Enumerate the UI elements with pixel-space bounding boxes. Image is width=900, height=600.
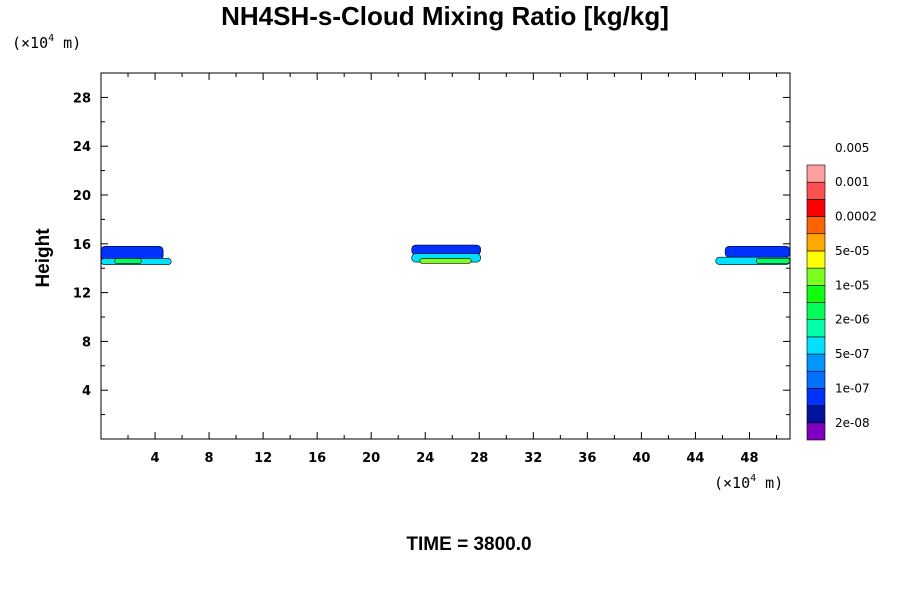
x-tick-label: 36	[578, 451, 596, 466]
y-axis: 4 8 12 16 20 24 28	[73, 91, 790, 416]
x-tick-label: 24	[416, 451, 434, 466]
x-tick-label: 48	[740, 451, 758, 466]
colorbar-swatch	[806, 353, 826, 372]
x-tick-label: 16	[308, 451, 326, 466]
colorbar-swatch	[806, 199, 826, 217]
colorbar-label: 2e-06	[835, 313, 870, 327]
colorbar-swatch	[806, 233, 826, 252]
colorbar-swatch	[806, 336, 826, 355]
contour-band	[114, 258, 142, 264]
y-tick-label: 20	[73, 189, 91, 204]
colorbar-swatch	[806, 181, 826, 200]
colorbar-swatch	[806, 422, 826, 441]
x-tick-label: 40	[632, 451, 650, 466]
colorbar-swatch	[806, 405, 826, 424]
y-tick-label: 4	[82, 384, 91, 399]
y-tick-label: 12	[73, 287, 91, 302]
colorbar-swatch	[806, 267, 826, 286]
colorbar-label: 0.001	[835, 175, 869, 189]
x-axis-unit: (×104 m)	[714, 473, 783, 492]
cloud-regions	[100, 244, 791, 265]
y-tick-label: 24	[73, 140, 91, 155]
colorbar-swatch	[806, 388, 826, 406]
x-tick-label: 12	[254, 451, 272, 466]
y-axis-unit: (×104 m)	[12, 33, 81, 52]
colorbar-swatch	[806, 250, 826, 269]
x-tick-label: 20	[362, 451, 380, 466]
y-tick-label: 28	[73, 91, 91, 106]
x-axis: 4 8 12 16 20 24 28 32 36 40 44 48	[127, 73, 777, 466]
colorbar-swatch	[806, 302, 826, 320]
x-tick-label: 32	[524, 451, 542, 466]
x-tick-label: 44	[686, 451, 704, 466]
colorbar-swatch	[806, 319, 826, 338]
contour-band	[755, 258, 791, 264]
colorbar-label: 0.0002	[835, 210, 877, 224]
y-tick-label: 8	[82, 335, 91, 350]
y-axis-label: Height	[33, 228, 54, 288]
colorbar-label: 2e-08	[835, 416, 870, 430]
x-tick-label: 4	[151, 451, 160, 466]
colorbar-swatch	[806, 216, 826, 235]
colorbar-swatch	[806, 164, 826, 183]
colorbar-label: 0.005	[835, 141, 869, 155]
contour-band	[724, 245, 791, 258]
x-tick-label: 8	[205, 451, 214, 466]
y-tick-label: 16	[73, 238, 91, 253]
colorbar-label: 5e-05	[835, 244, 870, 258]
time-label: TIME = 3800.0	[406, 534, 531, 555]
chart-title: NH4SH-s-Cloud Mixing Ratio [kg/kg]	[221, 1, 669, 31]
colorbar-label: 1e-05	[835, 278, 870, 292]
colorbar: 2e-08 1e-07 5e-07 2e-06 1e-05 5e-05 0.0002 0.00…	[806, 141, 877, 441]
plot-frame	[100, 72, 791, 440]
cloud-region	[100, 245, 172, 265]
x-tick-label: 28	[470, 451, 488, 466]
contour-band	[100, 245, 164, 260]
contour-band	[419, 258, 472, 264]
cloud-region	[715, 245, 791, 265]
cloud-region	[411, 244, 481, 264]
colorbar-swatch	[806, 285, 826, 303]
colorbar-label: 1e-07	[835, 381, 870, 395]
colorbar-swatch	[806, 370, 826, 389]
colorbar-label: 5e-07	[835, 347, 870, 361]
